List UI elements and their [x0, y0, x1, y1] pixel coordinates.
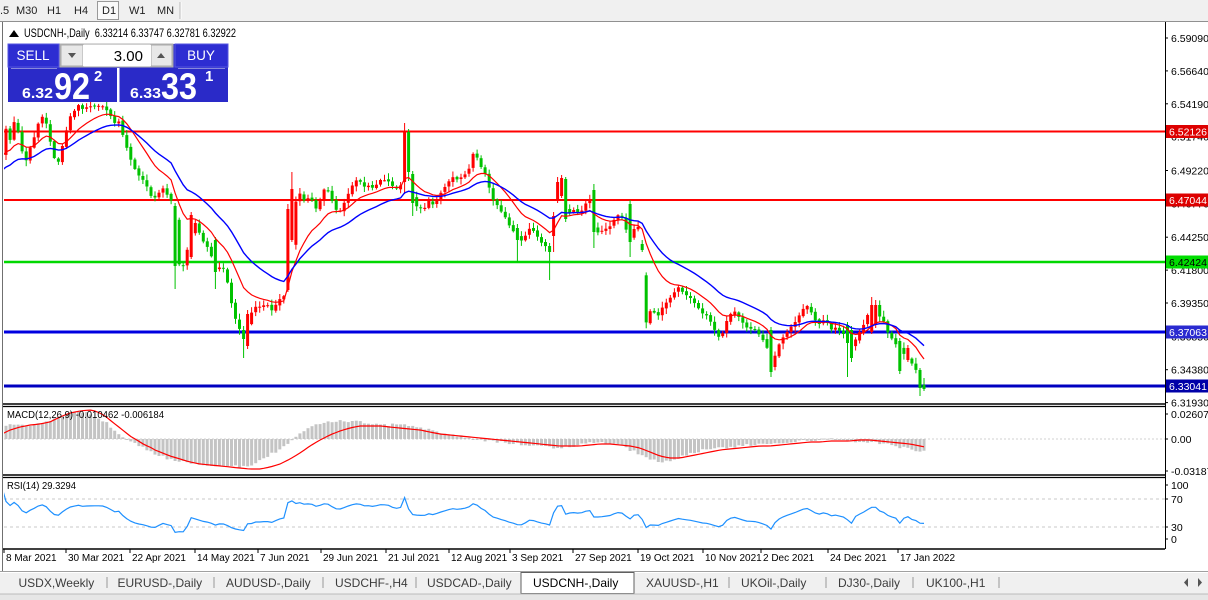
svg-text:6.32: 6.32 — [22, 85, 53, 102]
svg-text:UK100-,H1: UK100-,H1 — [926, 576, 986, 590]
svg-text:1: 1 — [205, 68, 213, 85]
svg-text:6.33: 6.33 — [130, 85, 161, 102]
svg-text:6.49220: 6.49220 — [1171, 166, 1208, 178]
svg-text:.5: .5 — [0, 5, 9, 17]
svg-text:33: 33 — [161, 66, 197, 107]
svg-text:SELL: SELL — [16, 48, 50, 63]
svg-text:3.00: 3.00 — [114, 48, 143, 65]
svg-text:6.47044: 6.47044 — [1169, 195, 1207, 207]
svg-text:30 Mar 2021: 30 Mar 2021 — [68, 553, 125, 564]
svg-text:14 May 2021: 14 May 2021 — [197, 553, 255, 564]
svg-text:0.00: 0.00 — [1171, 434, 1192, 446]
svg-text:10 Nov 2021: 10 Nov 2021 — [705, 553, 762, 564]
svg-text:MN: MN — [157, 5, 174, 17]
svg-text:6.33041: 6.33041 — [1169, 381, 1207, 393]
svg-text:EURUSD-,Daily: EURUSD-,Daily — [118, 576, 203, 590]
svg-text:UKOil-,Daily: UKOil-,Daily — [741, 576, 806, 590]
svg-text:M30: M30 — [16, 5, 37, 17]
svg-text:6.54190: 6.54190 — [1171, 99, 1208, 111]
svg-text:3 Sep 2021: 3 Sep 2021 — [512, 553, 564, 564]
svg-text:6.34380: 6.34380 — [1171, 365, 1208, 377]
svg-text:D1: D1 — [102, 5, 116, 17]
svg-text:USDCNH-,Daily 6.33214 6.33747: USDCNH-,Daily 6.33214 6.33747 6.32781 6.… — [24, 26, 236, 40]
svg-text:USDCHF-,H4: USDCHF-,H4 — [335, 576, 408, 590]
svg-text:XAUUSD-,H1: XAUUSD-,H1 — [646, 576, 719, 590]
svg-text:DJ30-,Daily: DJ30-,Daily — [838, 576, 900, 590]
svg-text:8 Mar 2021: 8 Mar 2021 — [6, 553, 57, 564]
svg-text:-0.03187: -0.03187 — [1171, 466, 1208, 478]
svg-text:USDX,Weekly: USDX,Weekly — [19, 576, 95, 590]
svg-text:12 Aug 2021: 12 Aug 2021 — [451, 553, 508, 564]
svg-text:6.39350: 6.39350 — [1171, 298, 1208, 310]
svg-text:H1: H1 — [47, 5, 61, 17]
svg-text:6.52126: 6.52126 — [1169, 127, 1207, 139]
svg-text:H4: H4 — [74, 5, 88, 17]
svg-text:7 Jun 2021: 7 Jun 2021 — [260, 553, 310, 564]
svg-text:29 Jun 2021: 29 Jun 2021 — [323, 553, 378, 564]
svg-text:17 Jan 2022: 17 Jan 2022 — [900, 553, 955, 564]
svg-text:100: 100 — [1171, 480, 1189, 492]
svg-text:0.02607: 0.02607 — [1171, 409, 1208, 421]
svg-text:6.56640: 6.56640 — [1171, 66, 1208, 78]
svg-text:27 Sep 2021: 27 Sep 2021 — [575, 553, 632, 564]
svg-text:RSI(14) 29.3294: RSI(14) 29.3294 — [7, 480, 76, 492]
svg-text:6.37063: 6.37063 — [1169, 327, 1207, 339]
svg-text:24 Dec 2021: 24 Dec 2021 — [830, 553, 887, 564]
svg-text:USDCAD-,Daily: USDCAD-,Daily — [427, 576, 512, 590]
svg-text:22 Apr 2021: 22 Apr 2021 — [132, 553, 186, 564]
svg-text:0: 0 — [1171, 534, 1177, 546]
svg-text:MACD(12,26,9) -0.010462 -0.006: MACD(12,26,9) -0.010462 -0.006184 — [7, 409, 164, 421]
svg-text:6.42424: 6.42424 — [1169, 257, 1207, 269]
svg-text:6.59090: 6.59090 — [1171, 33, 1208, 45]
svg-text:70: 70 — [1171, 494, 1183, 506]
svg-text:30: 30 — [1171, 522, 1183, 534]
svg-text:USDCNH-,Daily: USDCNH-,Daily — [533, 576, 618, 590]
svg-text:AUDUSD-,Daily: AUDUSD-,Daily — [226, 576, 311, 590]
svg-text:19 Oct 2021: 19 Oct 2021 — [640, 553, 695, 564]
svg-text:6.31930: 6.31930 — [1171, 398, 1208, 410]
svg-text:92: 92 — [54, 66, 90, 107]
svg-text:2: 2 — [94, 68, 102, 85]
svg-text:W1: W1 — [129, 5, 146, 17]
svg-text:6.44250: 6.44250 — [1171, 232, 1208, 244]
svg-text:21 Jul 2021: 21 Jul 2021 — [388, 553, 440, 564]
svg-text:2 Dec 2021: 2 Dec 2021 — [763, 553, 815, 564]
svg-text:BUY: BUY — [187, 48, 215, 63]
